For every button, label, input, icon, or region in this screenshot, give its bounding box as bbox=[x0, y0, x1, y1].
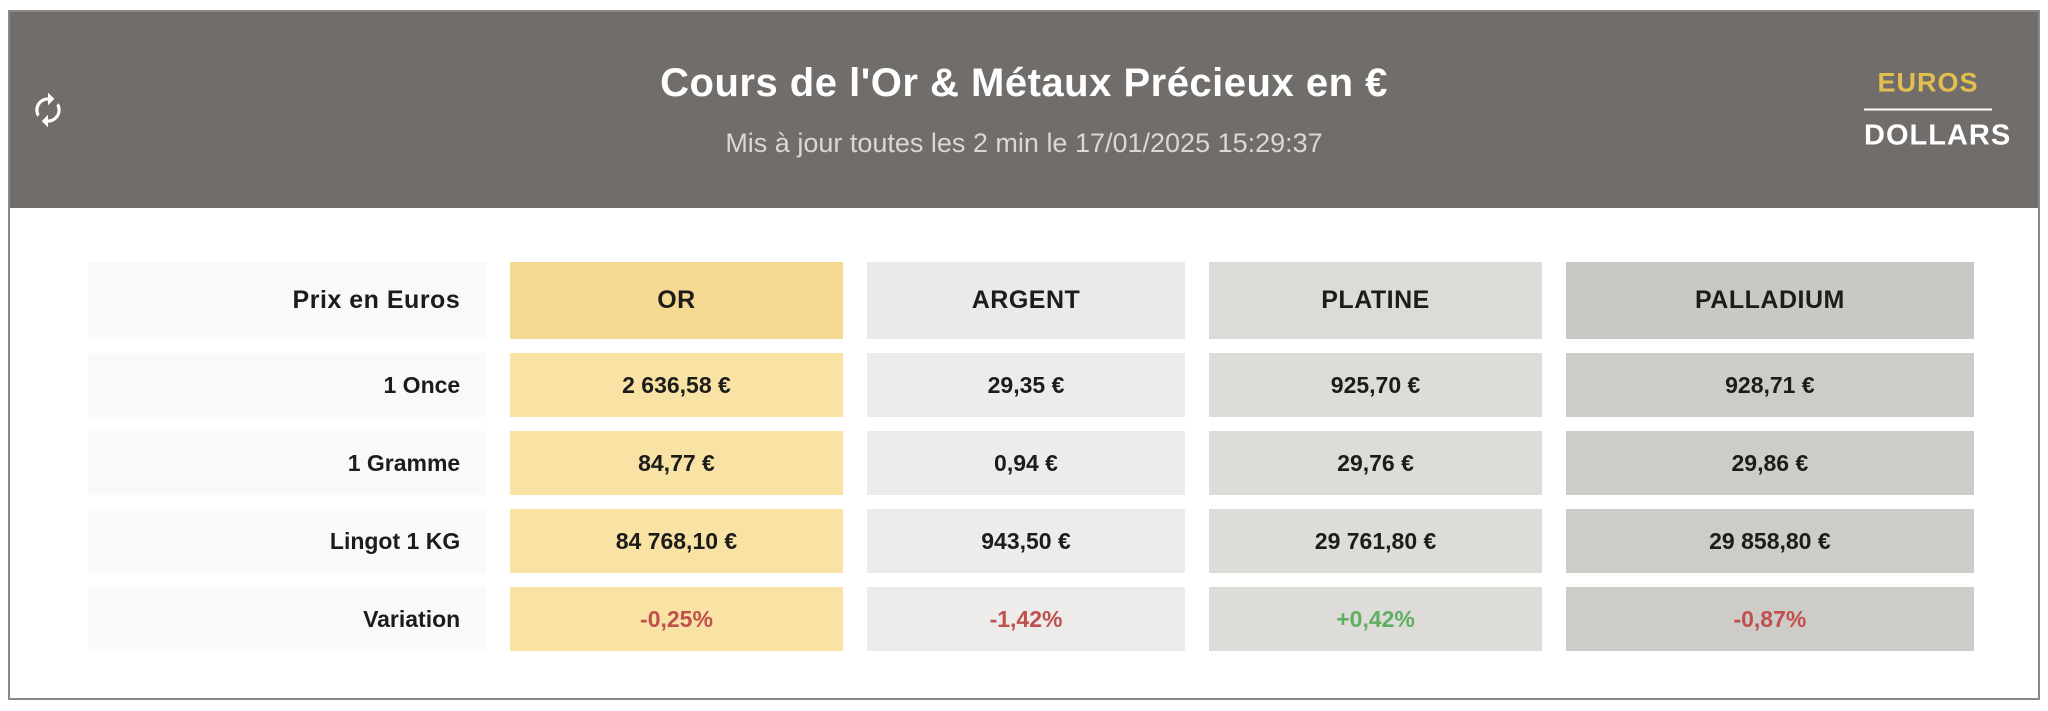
row-label-variation: Variation bbox=[88, 587, 487, 651]
currency-option-euros[interactable]: EUROS bbox=[1877, 67, 1979, 98]
price-cell-or-gramme: 84,77 € bbox=[510, 431, 843, 495]
row-label-lingot: Lingot 1 KG bbox=[88, 509, 487, 573]
column-header-or: OR bbox=[510, 262, 843, 339]
column-header-platine: PLATINE bbox=[1209, 262, 1542, 339]
variation-cell-or: -0,25% bbox=[510, 587, 843, 651]
page-title: Cours de l'Or & Métaux Précieux en € bbox=[660, 61, 1388, 105]
column-header-argent: ARGENT bbox=[866, 262, 1186, 339]
price-table: Prix en Euros OR ARGENT PLATINE PALLADIU… bbox=[10, 208, 2038, 651]
variation-cell-platine: +0,42% bbox=[1209, 587, 1542, 651]
row-label-once: 1 Once bbox=[88, 353, 487, 417]
price-cell-platine-lingot: 29 761,80 € bbox=[1209, 509, 1542, 573]
currency-toggle: EUROS DOLLARS bbox=[1864, 67, 2012, 153]
variation-cell-argent: -1,42% bbox=[866, 587, 1186, 651]
currency-option-dollars[interactable]: DOLLARS bbox=[1864, 119, 2012, 152]
refresh-button[interactable] bbox=[26, 88, 70, 132]
price-cell-or-lingot: 84 768,10 € bbox=[510, 509, 843, 573]
column-header-palladium: PALLADIUM bbox=[1565, 262, 1974, 339]
last-updated-text: Mis à jour toutes les 2 min le 17/01/202… bbox=[725, 128, 1323, 158]
price-cell-palladium-lingot: 29 858,80 € bbox=[1565, 509, 1974, 573]
price-cell-platine-once: 925,70 € bbox=[1209, 353, 1542, 417]
price-cell-palladium-once: 928,71 € bbox=[1565, 353, 1974, 417]
price-cell-or-once: 2 636,58 € bbox=[510, 353, 843, 417]
row-label-header: Prix en Euros bbox=[88, 262, 487, 339]
price-cell-argent-gramme: 0,94 € bbox=[866, 431, 1186, 495]
precious-metals-widget: Cours de l'Or & Métaux Précieux en € Mis… bbox=[8, 10, 2040, 700]
price-cell-argent-once: 29,35 € bbox=[866, 353, 1186, 417]
row-label-gramme: 1 Gramme bbox=[88, 431, 487, 495]
currency-divider bbox=[1864, 108, 1992, 111]
refresh-sync-icon bbox=[29, 91, 67, 129]
price-cell-palladium-gramme: 29,86 € bbox=[1565, 431, 1974, 495]
price-cell-argent-lingot: 943,50 € bbox=[866, 509, 1186, 573]
widget-header: Cours de l'Or & Métaux Précieux en € Mis… bbox=[10, 12, 2038, 208]
variation-cell-palladium: -0,87% bbox=[1565, 587, 1974, 651]
price-cell-platine-gramme: 29,76 € bbox=[1209, 431, 1542, 495]
